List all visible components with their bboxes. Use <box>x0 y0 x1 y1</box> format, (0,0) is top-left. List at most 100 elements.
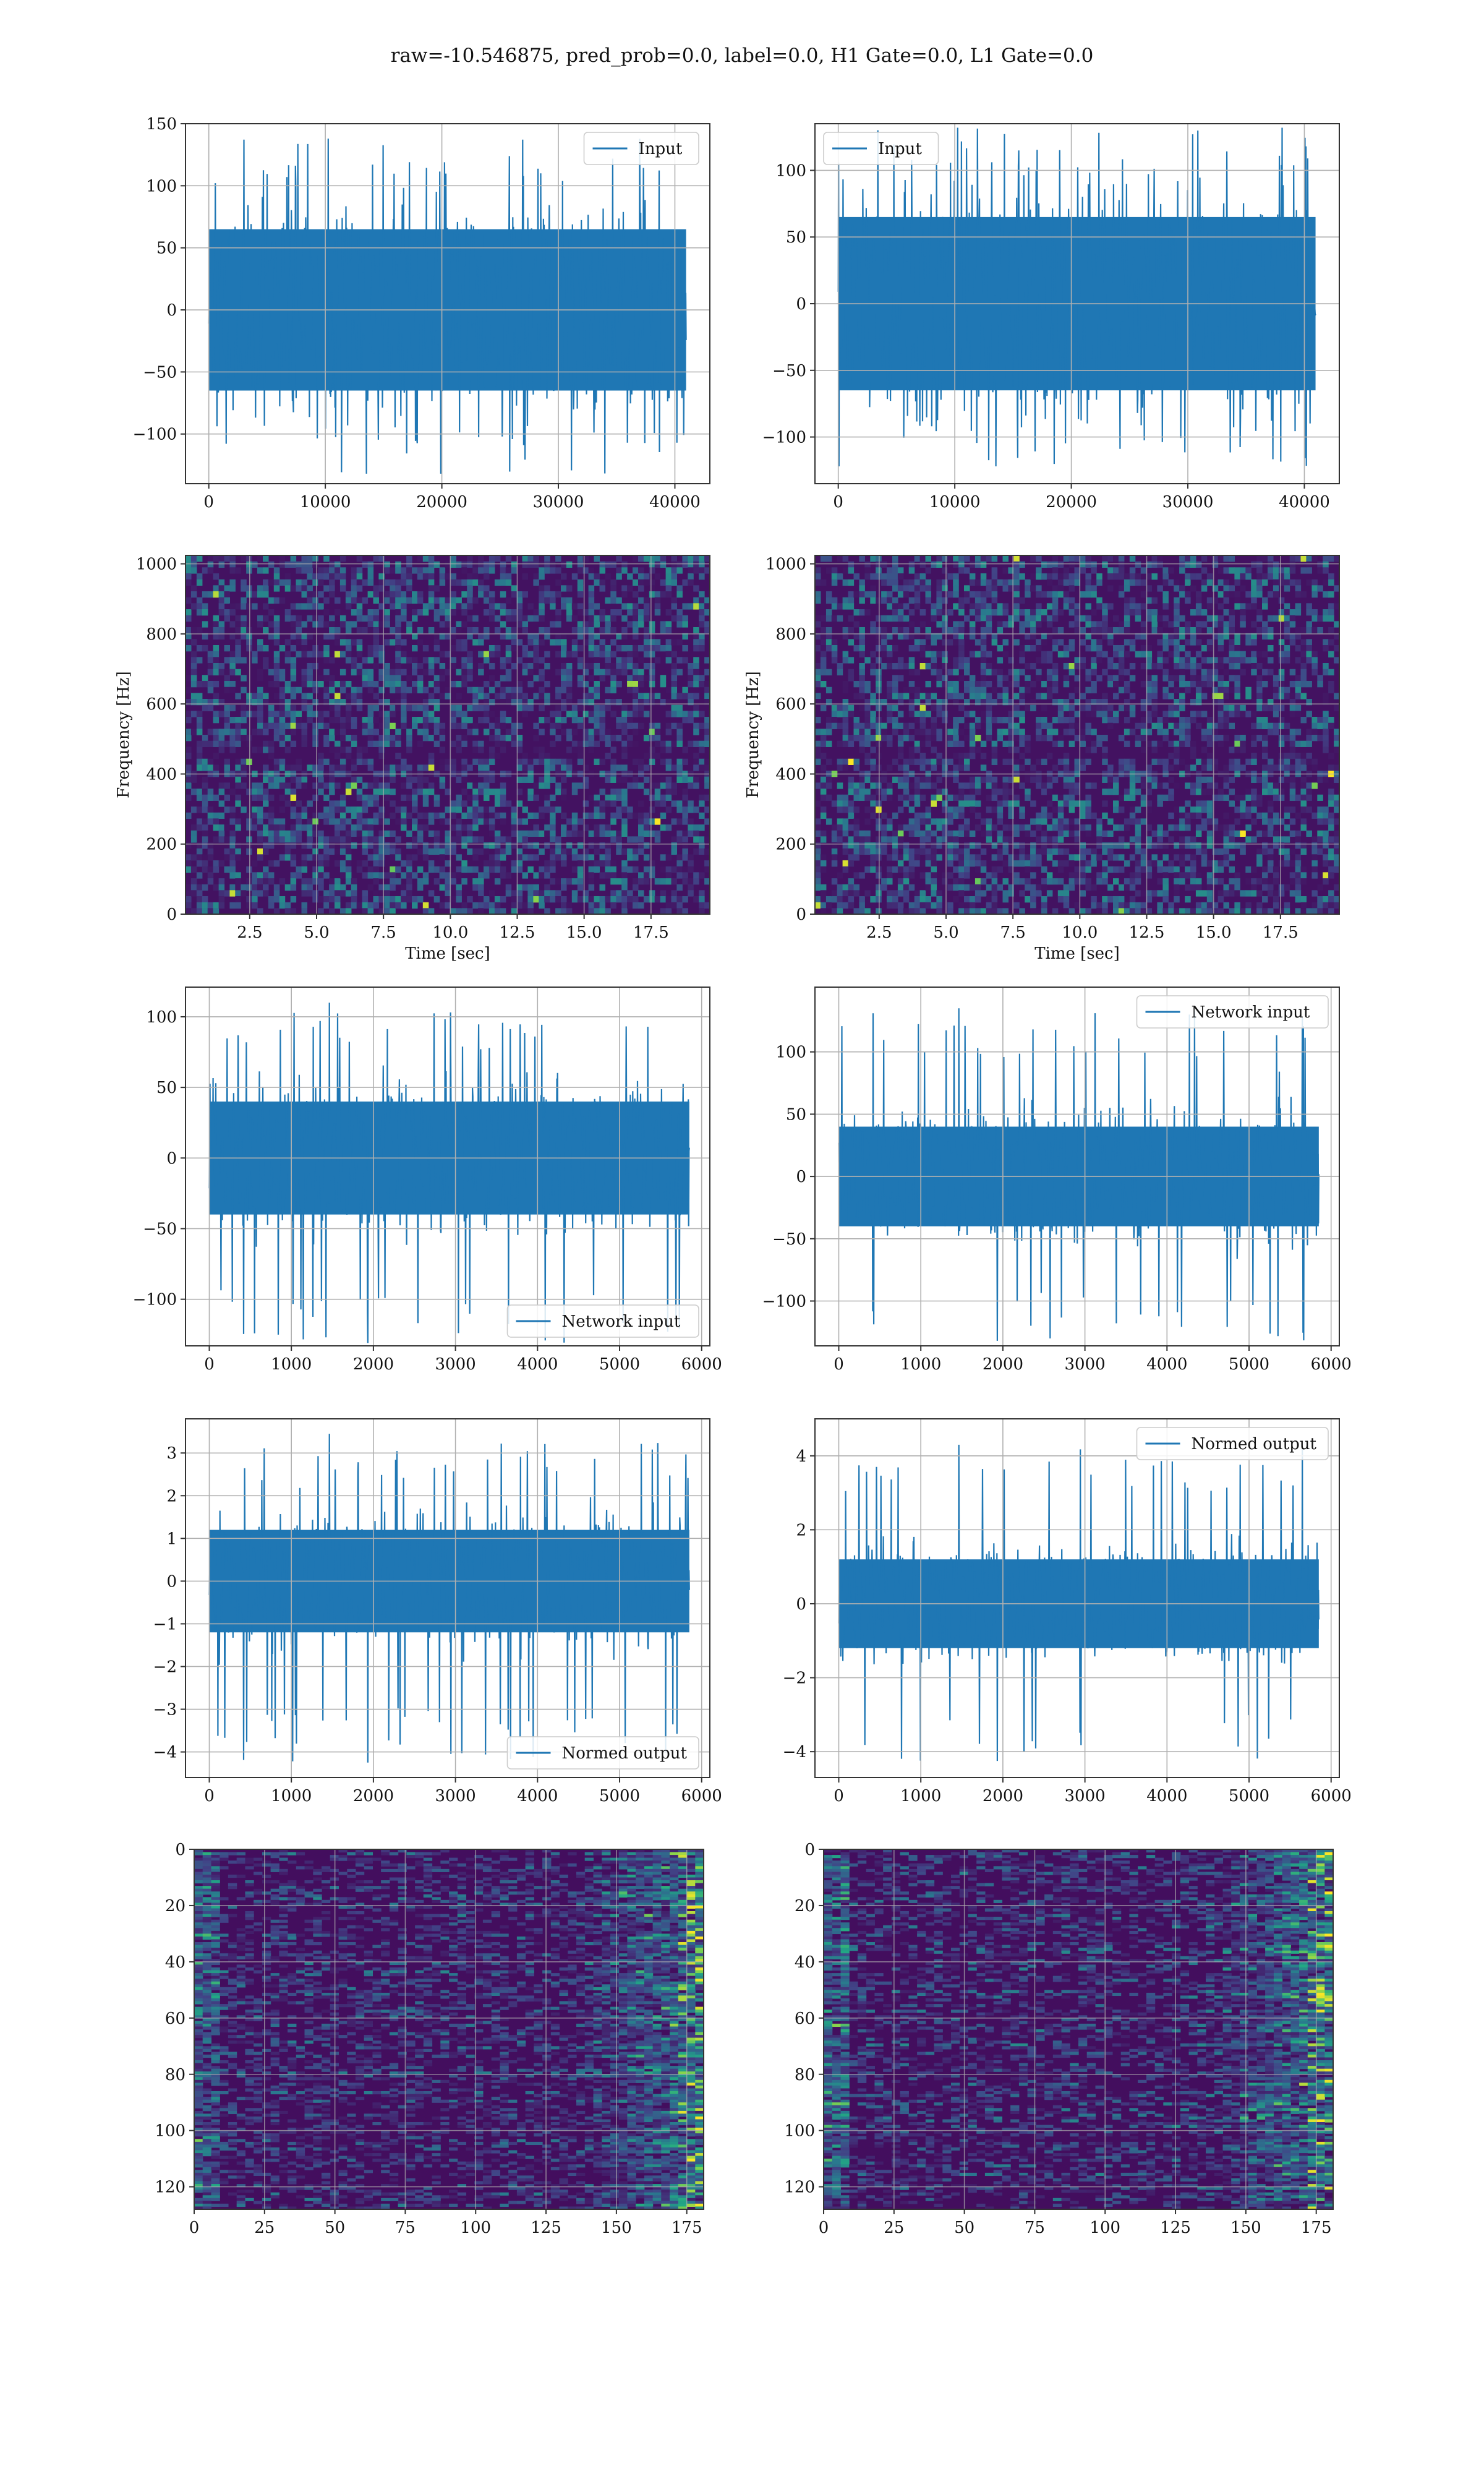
heatmap-cell <box>1019 740 1025 747</box>
heatmap-cell <box>478 782 484 789</box>
heatmap-cell <box>1107 555 1114 562</box>
heatmap-cell <box>445 860 451 867</box>
heatmap-cell <box>682 800 688 807</box>
heatmap-cell <box>296 836 302 843</box>
y-tick-label: 1000 <box>136 555 177 574</box>
heatmap-cell <box>1008 657 1014 664</box>
heatmap-cell <box>367 818 374 825</box>
heatmap-cell <box>318 842 324 849</box>
heatmap-cell <box>704 729 710 735</box>
heatmap-cell <box>401 609 407 616</box>
heatmap-cell <box>1063 890 1070 897</box>
heatmap-cell <box>594 693 600 700</box>
heatmap-cell <box>991 591 998 598</box>
heatmap-cell <box>1063 573 1070 580</box>
heatmap-cell <box>550 764 556 771</box>
heatmap-cell <box>1013 675 1020 682</box>
heatmap-cell <box>202 704 208 711</box>
heatmap-cell <box>1057 639 1064 646</box>
heatmap-cell <box>936 555 942 562</box>
heatmap-cell <box>284 561 291 568</box>
heatmap-cell <box>478 561 484 568</box>
heatmap-cell <box>1091 687 1097 693</box>
heatmap-cell <box>1036 812 1042 819</box>
heatmap-cell <box>1080 872 1086 879</box>
heatmap-cell <box>831 722 838 729</box>
heatmap-cell <box>633 633 639 640</box>
heatmap-cell <box>693 585 699 592</box>
heatmap-cell <box>323 842 330 849</box>
heatmap-cell <box>986 663 992 670</box>
heatmap-cell <box>412 807 418 813</box>
heatmap-cell <box>445 561 451 568</box>
heatmap-cell <box>505 699 512 706</box>
heatmap-cell <box>1080 842 1086 849</box>
heatmap-cell <box>704 735 710 742</box>
heatmap-cell <box>202 866 208 873</box>
heatmap-cell <box>964 669 970 675</box>
heatmap-cell <box>378 669 385 675</box>
heatmap-cell <box>693 555 699 562</box>
heatmap-cell <box>1030 890 1036 897</box>
heatmap-cell <box>627 890 633 897</box>
heatmap-cell <box>401 567 407 574</box>
plot-area <box>837 127 1316 467</box>
heatmap-cell <box>439 764 446 771</box>
heatmap-cell <box>594 633 600 640</box>
heatmap-cell <box>974 789 981 795</box>
heatmap-cell <box>908 854 915 861</box>
heatmap-cell <box>931 651 937 657</box>
heatmap-cell <box>484 789 490 795</box>
heatmap-cell <box>676 657 683 664</box>
heatmap-cell <box>555 704 561 711</box>
heatmap-cell <box>312 597 318 604</box>
heatmap-cell <box>318 651 324 657</box>
heatmap-cell <box>825 794 832 801</box>
heatmap-cell <box>406 794 412 801</box>
heatmap-cell <box>892 776 898 783</box>
heatmap-cell <box>1036 657 1042 664</box>
heatmap-cell <box>582 699 589 706</box>
heatmap-cell <box>848 812 855 819</box>
heatmap-cell <box>213 812 220 819</box>
heatmap-cell <box>958 908 965 914</box>
heatmap-cell <box>1052 699 1059 706</box>
heatmap-cell <box>1025 789 1031 795</box>
heatmap-cell <box>318 872 324 879</box>
heatmap-cell <box>439 603 446 610</box>
heatmap-cell <box>1102 830 1108 837</box>
heatmap-cell <box>1041 693 1047 700</box>
heatmap-cell <box>980 740 987 747</box>
heatmap-cell <box>1052 842 1059 849</box>
heatmap-cell <box>991 597 998 604</box>
heatmap-cell <box>312 681 318 688</box>
heatmap-cell <box>539 627 545 634</box>
heatmap-cell <box>660 591 667 598</box>
heatmap-cell <box>942 717 948 724</box>
heatmap-cell <box>351 758 357 765</box>
figure-title: raw=-10.546875, pred_prob=0.0, label=0.0… <box>390 45 1094 67</box>
heatmap-cell <box>335 609 341 616</box>
heatmap-cell <box>621 740 628 747</box>
heatmap-cell <box>815 633 821 640</box>
heatmap-cell <box>401 812 407 819</box>
heatmap-cell <box>544 866 550 873</box>
heatmap-cell <box>594 908 600 914</box>
heatmap-cell <box>312 579 318 586</box>
heatmap-cell <box>472 747 479 753</box>
heatmap-cell <box>213 591 220 598</box>
heatmap-cell <box>268 633 275 640</box>
heatmap-cell <box>660 740 667 747</box>
heatmap-cell <box>384 908 390 914</box>
heatmap-cell <box>505 657 512 664</box>
heatmap-cell <box>268 579 275 586</box>
heatmap-cell <box>301 585 308 592</box>
heatmap-cell <box>1068 669 1075 675</box>
heatmap-cell <box>974 854 981 861</box>
heatmap-cell <box>390 800 396 807</box>
heatmap-cell <box>958 782 965 789</box>
heatmap-cell <box>257 555 263 562</box>
heatmap-cell <box>986 872 992 879</box>
heatmap-cell <box>378 836 385 843</box>
heatmap-cell <box>870 573 876 580</box>
